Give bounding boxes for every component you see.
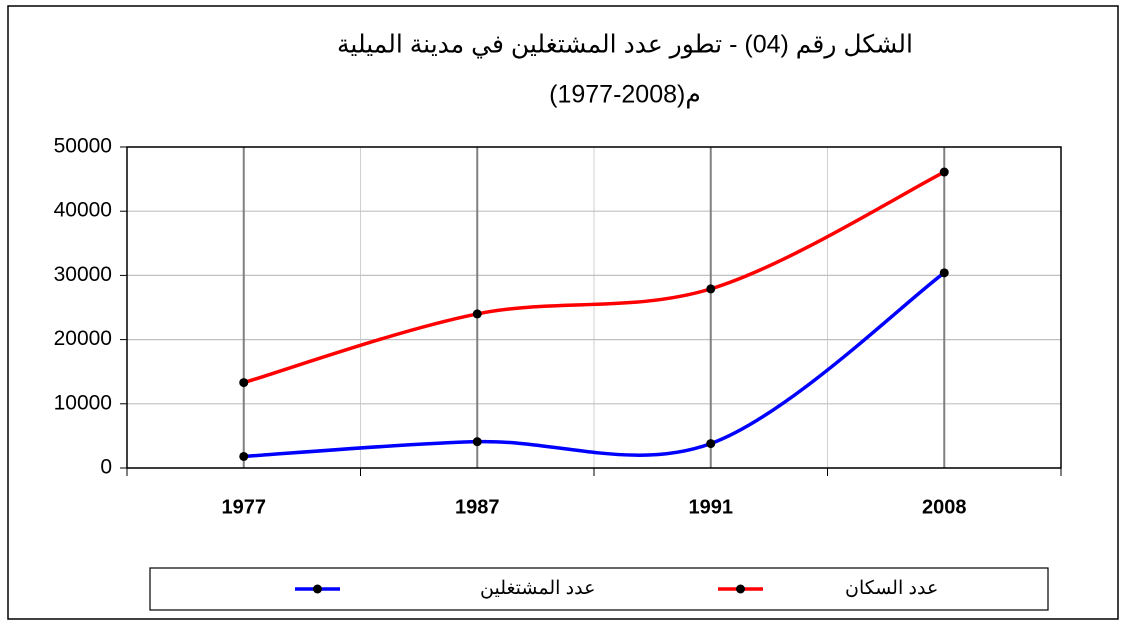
series-line bbox=[243, 170, 946, 385]
point-marker bbox=[939, 167, 949, 177]
legend-label: عدد المشتغلين bbox=[480, 578, 595, 599]
x-tick-label: 1987 bbox=[455, 496, 500, 518]
y-tick-label: 30000 bbox=[54, 263, 112, 286]
point-marker bbox=[706, 284, 716, 294]
point-marker bbox=[472, 437, 482, 447]
x-tick-label: 1991 bbox=[689, 496, 734, 518]
legend-marker bbox=[736, 584, 745, 594]
legend-marker bbox=[313, 584, 322, 594]
point-marker bbox=[239, 378, 249, 388]
point-marker bbox=[472, 309, 482, 319]
point-marker bbox=[706, 439, 716, 449]
plot-border bbox=[126, 146, 1062, 469]
y-tick-label: 20000 bbox=[54, 327, 112, 350]
y-tick-label: 0 bbox=[100, 456, 112, 479]
chart-title: الشكل رقم (04) - تطور عدد المشتغلين في م… bbox=[337, 31, 913, 60]
y-tick-label: 50000 bbox=[54, 135, 112, 158]
point-marker bbox=[939, 268, 949, 278]
x-tick-label: 2008 bbox=[922, 496, 967, 518]
point-marker bbox=[239, 451, 249, 461]
legend-label: عدد السكان bbox=[845, 578, 938, 599]
y-tick-label: 40000 bbox=[54, 199, 112, 222]
chart-subtitle: (1977-2008)م bbox=[549, 81, 701, 109]
x-tick-label: 1977 bbox=[222, 496, 267, 518]
series-line bbox=[243, 271, 946, 459]
y-tick-label: 10000 bbox=[54, 391, 112, 414]
